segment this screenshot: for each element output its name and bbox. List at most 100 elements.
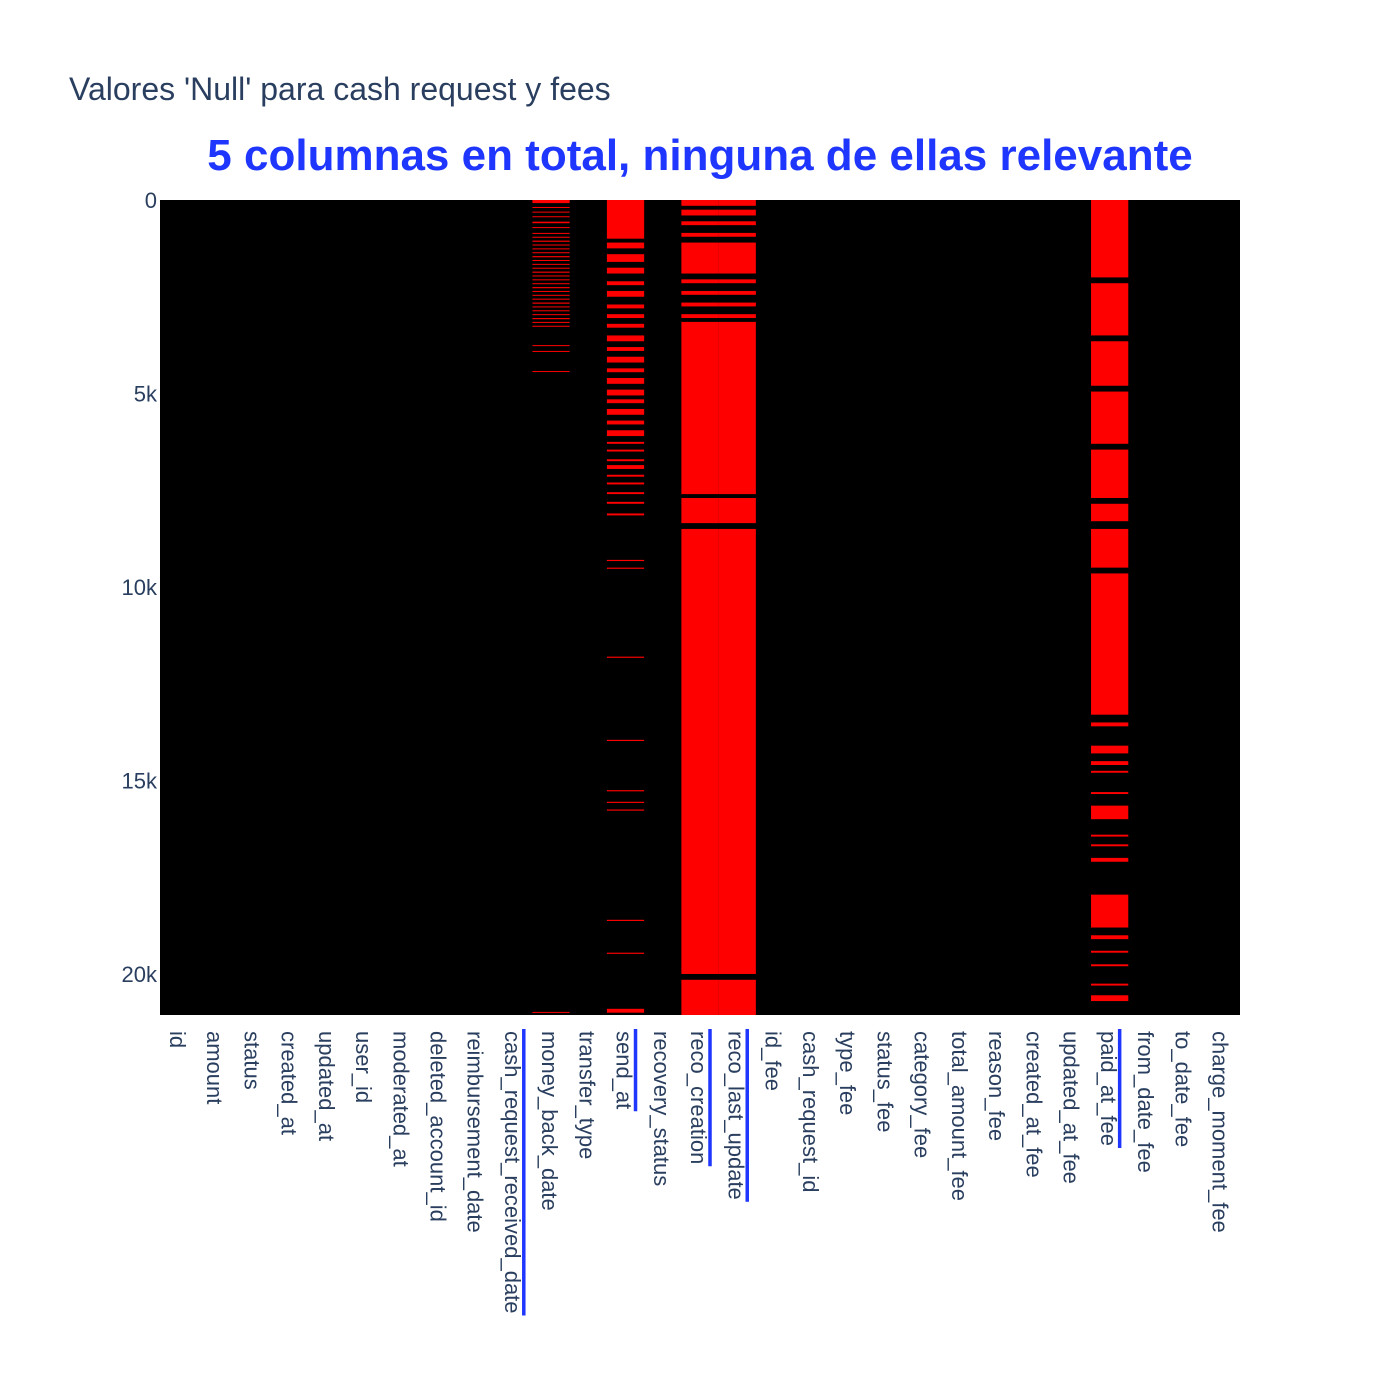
null-cell-band (532, 283, 570, 285)
null-cell-band (1091, 761, 1129, 765)
x-tick-label: status_fee (872, 1031, 897, 1133)
null-cell-band (1091, 834, 1129, 837)
null-cell-band (1091, 745, 1129, 754)
null-cell-band (532, 256, 570, 258)
x-tick-label: paid_at_fee (1096, 1031, 1121, 1146)
null-cell-band (681, 200, 719, 206)
null-cell-band (606, 254, 645, 262)
null-cell-band (718, 497, 756, 524)
null-cell-band (606, 430, 645, 437)
x-tick-label: reimbursement_date (463, 1031, 488, 1233)
null-cell-band (718, 321, 756, 495)
null-cell-band (532, 206, 570, 208)
null-cell-band (532, 279, 570, 281)
x-tick-label: to_date_fee (1170, 1031, 1195, 1147)
null-cell-band (532, 263, 570, 265)
x-tick-label: amount (202, 1031, 227, 1104)
column-reco_last_update (718, 200, 756, 1015)
null-cell-band (532, 294, 570, 296)
null-cell-band (532, 318, 570, 320)
null-cell-band (606, 801, 645, 803)
null-cell-band (606, 482, 645, 485)
null-cell-band (606, 399, 645, 404)
null-cell-band (606, 441, 645, 444)
null-cell-band (532, 200, 570, 204)
null-cell-band (718, 221, 756, 226)
null-cell-band (606, 335, 645, 342)
null-cell-band (681, 221, 719, 226)
null-cell-band (1091, 341, 1129, 386)
x-tick-label: user_id (351, 1031, 376, 1103)
null-cell-band (1091, 935, 1129, 940)
null-cell-band (1091, 950, 1129, 953)
x-tick-label: updated_at_fee (1059, 1031, 1084, 1184)
null-cell-band (1091, 528, 1129, 568)
x-tick-label: total_amount_fee (947, 1031, 972, 1201)
x-tick-label: reason_fee (984, 1031, 1009, 1141)
null-cell-band (606, 408, 645, 415)
null-cell-band (1091, 857, 1129, 862)
null-cell-band (532, 298, 570, 300)
null-cell-band (532, 271, 570, 273)
null-cell-band (718, 200, 756, 206)
null-cell-band (532, 314, 570, 316)
null-cell-band (532, 345, 570, 347)
null-cell-band (532, 306, 570, 308)
x-tick-label: cash_request_id (798, 1031, 823, 1192)
null-cell-band (681, 242, 719, 274)
null-cell-band (1091, 805, 1129, 820)
null-cell-band (606, 474, 645, 477)
null-cell-band (532, 302, 570, 304)
null-cell-band (1091, 964, 1129, 967)
y-tick-label: 15k (122, 768, 158, 793)
chart-title: Valores 'Null' para cash request y fees (69, 71, 611, 107)
null-cell-band (1091, 722, 1129, 727)
null-cell-band (1091, 200, 1129, 278)
null-cell-band (532, 310, 570, 312)
null-cell-band (606, 368, 645, 373)
null-cell-band (606, 281, 645, 286)
x-tick-label: cash_request_received_date (500, 1031, 525, 1314)
null-cell-band (532, 1011, 570, 1013)
x-tick-label: moderated_at (388, 1031, 413, 1167)
null-cell-band (606, 356, 645, 363)
null-cell-band (681, 979, 719, 1015)
null-cell-band (1091, 391, 1129, 444)
null-cell-band (718, 290, 756, 295)
null-cell-band (681, 302, 719, 307)
null-cell-band (1091, 792, 1129, 795)
x-tick-label: reco_last_update (723, 1031, 748, 1200)
x-tick-label: id (165, 1031, 190, 1048)
null-cell-band (606, 242, 645, 249)
null-cell-band (606, 378, 645, 384)
chart-subtitle: 5 columnas en total, ninguna de ellas re… (207, 131, 1192, 180)
null-cell-band (681, 497, 719, 524)
null-cell-band (606, 656, 645, 658)
null-cell-band (606, 1008, 645, 1013)
x-tick-label: updated_at (314, 1031, 339, 1141)
y-tick-label: 0 (145, 188, 157, 213)
null-cell-band (532, 325, 570, 327)
x-tick-label: money_back_date (537, 1031, 562, 1211)
null-cell-band (532, 267, 570, 269)
null-cell-band (606, 559, 645, 562)
plot-area (160, 200, 1240, 1015)
null-cell-band (606, 809, 645, 811)
null-cell-band (606, 200, 645, 239)
x-tick-label: reco_creation (686, 1031, 711, 1164)
null-cell-band (606, 567, 645, 569)
null-cell-band (606, 314, 645, 319)
y-tick-label: 10k (122, 575, 158, 600)
null-cell-band (606, 290, 645, 297)
null-cell-band (1091, 844, 1129, 847)
null-cell-band (681, 321, 719, 495)
null-cell-band (532, 350, 570, 352)
x-tick-label: transfer_type (574, 1031, 599, 1159)
null-cell-band (718, 979, 756, 1015)
null-cell-band (681, 209, 719, 216)
null-cell-band (1091, 995, 1129, 1002)
x-axis: id amount status created_at updated_at user_i… (165, 1029, 1233, 1316)
null-cell-band (1091, 283, 1129, 336)
null-cell-band (532, 216, 570, 218)
